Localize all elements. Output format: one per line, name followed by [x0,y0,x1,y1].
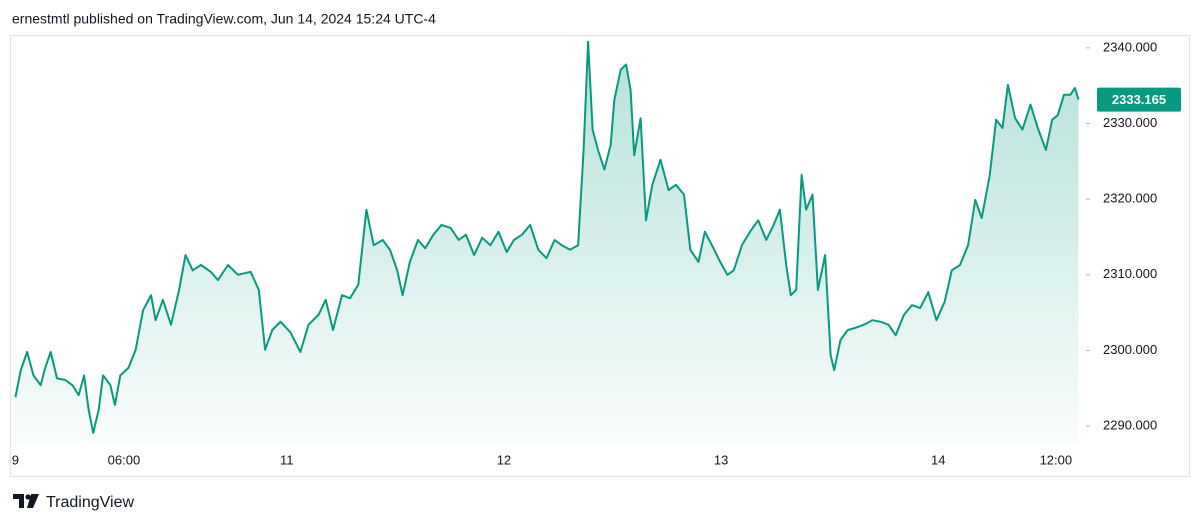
x-tick-label: 9 [12,452,19,467]
frame [10,35,1190,477]
price-line [14,40,1080,434]
y-tick-label: 2330.000 [1103,115,1157,130]
header: ernestmtl published on TradingView.com, … [12,11,436,27]
y-tick-label: 2300.000 [1103,342,1157,357]
last-price-label: 2333.165 [1112,92,1166,107]
y-tick-label: 2290.000 [1103,418,1157,433]
y-tick-label: 2320.000 [1103,191,1157,206]
x-tick-label: 12:00 [1040,452,1073,467]
y-tick-label: 2340.000 [1103,39,1157,54]
logo [13,494,39,508]
area [15,41,1079,445]
y-tick-label: 2310.000 [1103,266,1157,281]
brand: TradingView [46,494,134,511]
last-price-box [1097,87,1181,112]
x-tick-label: 14 [931,452,945,467]
x-tick-label: 11 [280,452,294,467]
x-tick-label: 13 [714,452,728,467]
plot-area [14,40,1080,445]
x-tick-label: 12 [497,452,511,467]
x-tick-label: 06:00 [108,452,141,467]
